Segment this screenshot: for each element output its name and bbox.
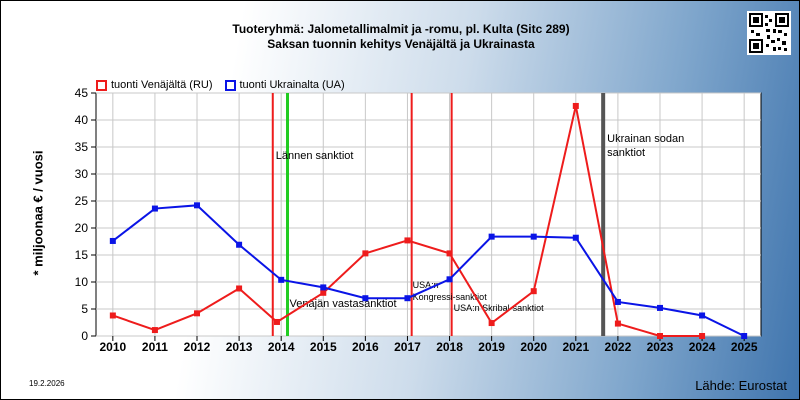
data-point-ua [530,233,537,240]
x-tick-label: 2020 [520,340,547,354]
data-point-ru [656,333,663,339]
y-tick-label: 15 [75,248,89,262]
y-tick-label: 35 [75,140,89,154]
data-point-ru [236,285,243,292]
y-tick-label: 40 [75,113,89,127]
data-point-ru [404,237,411,244]
x-tick-label: 2019 [478,340,505,354]
legend-item-ua: tuonti Ukrainalta (UA) [224,79,345,91]
x-tick-label: 2011 [142,340,168,354]
data-point-ru [109,312,116,319]
chart-subtitle: Saksan tuonnin kehitys Venäjältä ja Ukra… [267,37,535,51]
data-point-ru [151,327,158,334]
data-point-ua [151,205,158,212]
x-tick-label: 2016 [352,340,379,354]
legend: tuonti Venäjältä (RU) tuonti Ukrainalta … [96,79,345,91]
x-tick-label: 2014 [268,340,295,354]
x-tick-label: 2025 [731,340,758,354]
legend-label-ru: tuonti Venäjältä (RU) [111,79,213,91]
event-label: Ukrainan sodan sanktiot [607,133,684,159]
x-tick-label: 2012 [184,340,211,354]
x-tick-label: 2013 [226,340,253,354]
x-tick-label: 2023 [647,340,674,354]
data-point-ua [320,284,327,291]
data-point-ua [699,312,706,319]
x-tick-label: 2022 [605,340,632,354]
y-tick-label: 10 [75,275,89,289]
data-point-ua [236,241,243,248]
data-point-ua [488,233,495,240]
x-tick-label: 2015 [310,340,337,354]
data-point-ru [273,318,280,325]
x-tick-label: 2018 [436,340,463,354]
data-point-ua [194,202,201,209]
qr-code-icon [747,11,791,55]
y-tick-label: 5 [81,302,88,316]
data-point-ua [614,298,621,305]
data-point-ru [530,288,537,295]
data-point-ua [404,295,411,302]
x-tick-label: 2010 [99,340,126,354]
data-point-ua [656,304,663,311]
event-label: USA:n Kongressi-sanktiot [413,280,488,302]
y-tick-label: 25 [75,194,89,208]
x-tick-label: 2024 [689,340,716,354]
data-point-ua [572,234,579,241]
data-point-ru [362,250,369,257]
data-point-ua [278,276,285,283]
series-line-ua [112,204,745,337]
data-point-ru [320,289,327,296]
event-label: Venäjän vastasanktiot [290,298,397,310]
chart-title: Tuoteryhmä: Jalometallimalmit ja -romu, … [232,22,570,36]
event-label: USA:n Skribal-sanktiot [454,303,545,313]
legend-item-ru: tuonti Venäjältä (RU) [96,79,213,91]
data-point-ru [446,250,453,257]
data-point-ru [572,102,579,109]
event-label: Lännen sanktiot [276,150,354,162]
data-point-ru [699,333,706,339]
data-point-ua [741,333,748,339]
data-point-ru [614,320,621,327]
legend-swatch-ru [96,79,107,91]
y-tick-label: 45 [75,86,89,100]
date-stamp: 19.2.2026 [29,379,65,388]
data-point-ua [109,237,116,244]
legend-swatch-ua [224,79,236,91]
y-tick-label: 30 [75,167,89,181]
legend-label-ua: tuonti Ukrainalta (UA) [239,79,345,91]
data-point-ua [362,295,369,302]
data-point-ru [488,320,495,327]
data-point-ua [446,276,453,283]
x-tick-label: 2021 [562,340,589,354]
data-point-ru [194,310,201,317]
y-tick-label: 20 [75,221,89,235]
y-tick-label: 0 [81,329,88,343]
x-tick-label: 2017 [394,340,421,354]
source-label: Lähde: Eurostat [695,378,787,393]
